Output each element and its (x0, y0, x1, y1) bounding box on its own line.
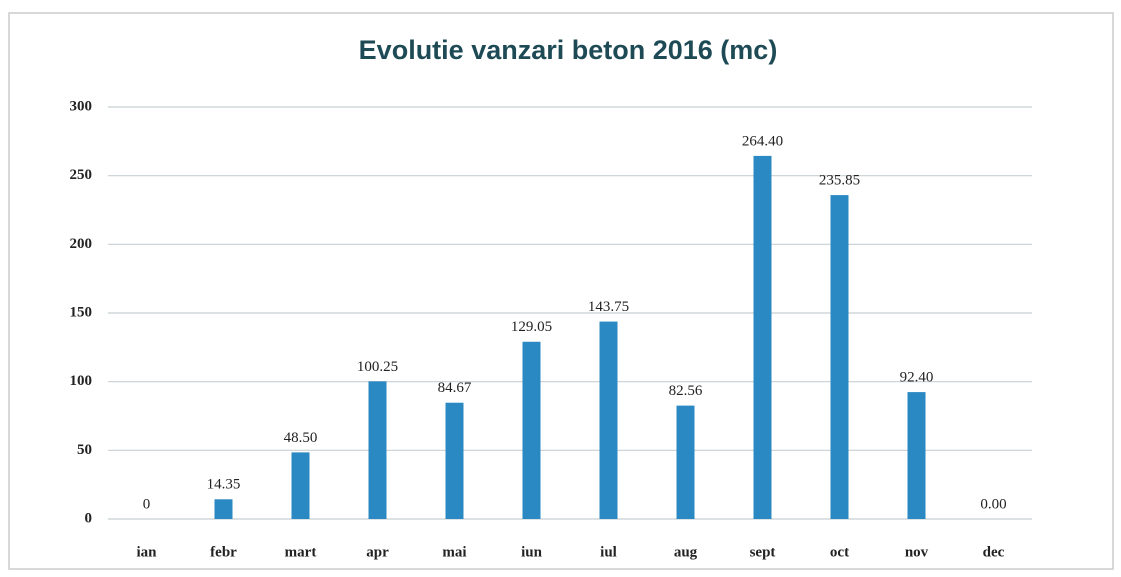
x-tick-label: mai (442, 544, 466, 560)
value-label: 48.50 (284, 430, 318, 446)
y-tick-label: 150 (70, 304, 93, 320)
value-label: 82.56 (669, 383, 703, 399)
bar (830, 195, 849, 519)
value-label: 0.00 (980, 496, 1006, 512)
y-tick-label: 50 (77, 442, 92, 458)
bar (676, 405, 695, 519)
x-tick-label: ian (136, 544, 157, 560)
bar (445, 402, 464, 519)
value-label: 264.40 (742, 133, 783, 149)
x-tick-label: febr (210, 544, 237, 560)
y-tick-label: 250 (70, 167, 93, 183)
value-label: 100.25 (357, 359, 398, 375)
x-tick-label: iun (521, 544, 543, 560)
x-tick-label: mart (285, 544, 317, 560)
value-label: 0 (143, 496, 151, 512)
x-tick-label: dec (983, 544, 1005, 560)
bar (907, 392, 926, 519)
y-tick-label: 200 (70, 236, 93, 252)
chart-title: Evolutie vanzari beton 2016 (mc) (359, 35, 778, 65)
value-label: 129.05 (511, 319, 552, 335)
bar (291, 452, 310, 519)
x-tick-label: aug (674, 544, 698, 560)
value-label: 14.35 (207, 477, 241, 493)
value-label: 235.85 (819, 173, 860, 189)
bar (214, 499, 233, 519)
bar (599, 321, 618, 519)
value-label: 84.67 (438, 380, 472, 396)
y-tick-label: 300 (70, 98, 93, 114)
x-tick-label: nov (905, 544, 929, 560)
x-tick-label: iul (600, 544, 617, 560)
x-tick-label: oct (830, 544, 849, 560)
bar (522, 341, 541, 519)
chart-frame (8, 12, 1114, 570)
y-tick-label: 100 (70, 373, 93, 389)
x-tick-label: apr (366, 544, 389, 560)
bar (368, 381, 387, 519)
x-tick-label: sept (750, 544, 776, 560)
value-label: 92.40 (900, 370, 934, 386)
y-tick-label: 0 (85, 510, 93, 526)
bar (753, 155, 772, 519)
value-label: 143.75 (588, 299, 629, 315)
